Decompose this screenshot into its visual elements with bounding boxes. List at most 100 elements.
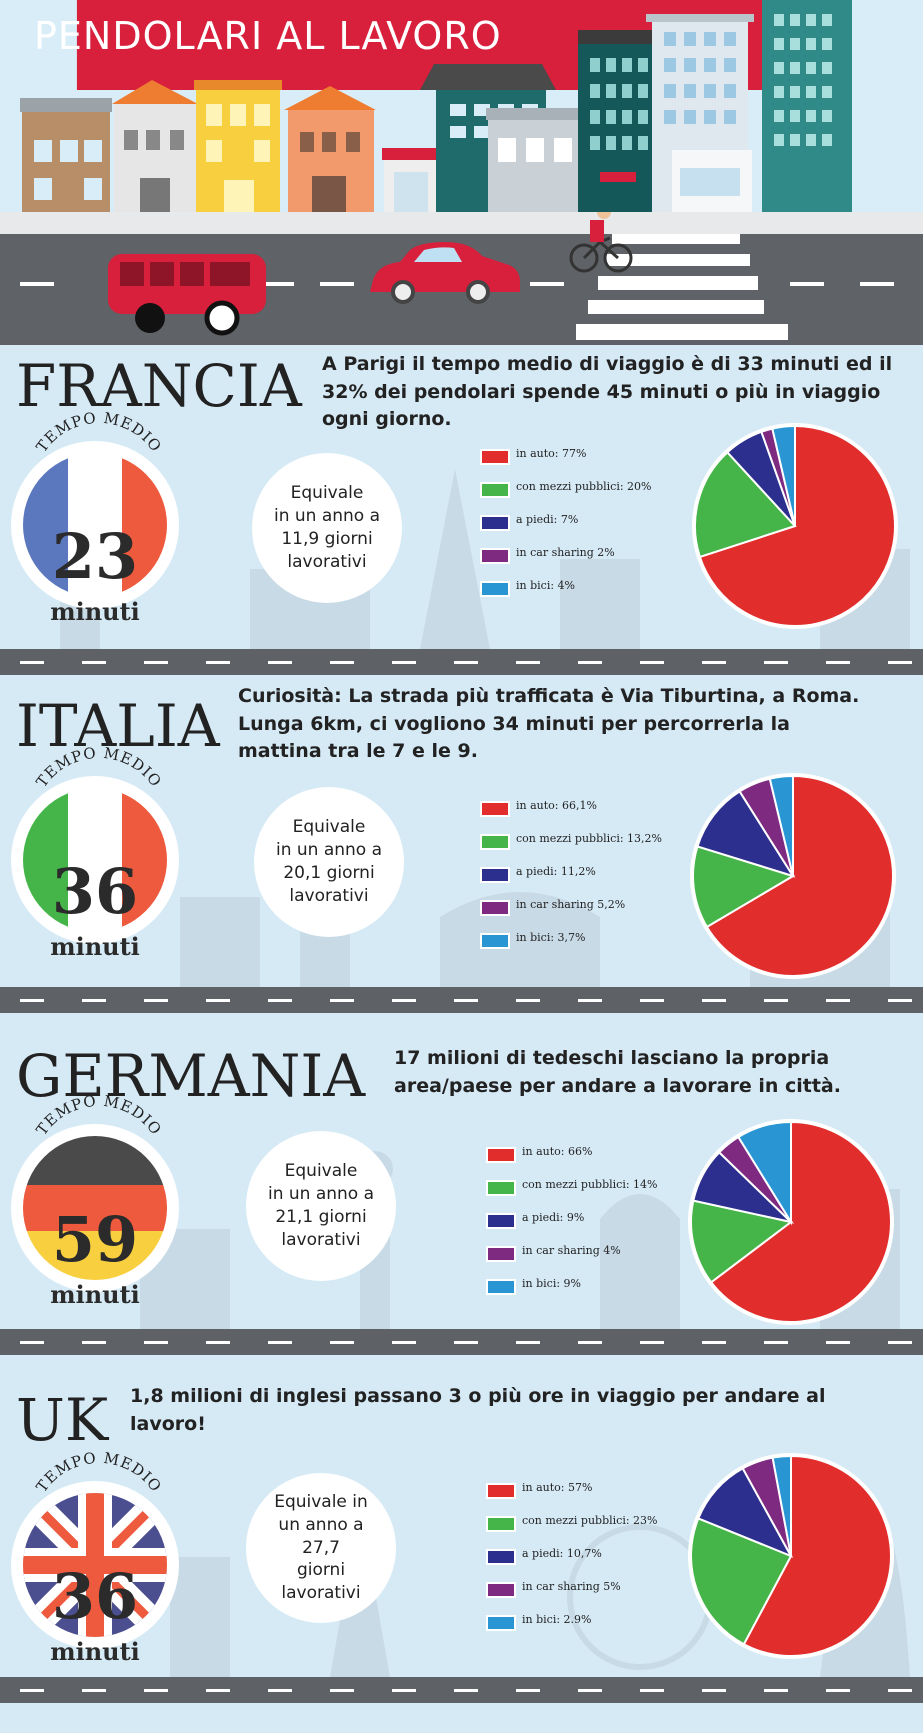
legend-label: in auto: 77%	[516, 447, 587, 460]
headline-line: mattina tra le 7 e le 9.	[238, 740, 478, 763]
section-italia: ITALIA Curiosità: La strada più traffica…	[0, 675, 923, 1015]
road-dash	[82, 1689, 106, 1692]
road-dash	[206, 1341, 230, 1344]
legend-item: in car sharing 4%	[486, 1242, 686, 1275]
city-buildings	[0, 0, 923, 215]
pie-chart	[690, 773, 896, 979]
road-dash	[20, 661, 44, 664]
road-dash	[702, 999, 726, 1002]
equiv-line: Equivale	[290, 483, 364, 504]
equiv-line: in un anno a	[275, 840, 383, 861]
tempo-value: 59	[51, 1203, 139, 1276]
pie-legend: in auto: 57% con mezzi pubblici: 23% a pie…	[486, 1479, 686, 1644]
legend-swatch	[480, 581, 510, 597]
legend-swatch	[480, 801, 510, 817]
tempo-medio-label: TEMPO MEDIO	[33, 1450, 165, 1496]
road-dash	[144, 661, 168, 664]
road-dash	[20, 1689, 44, 1692]
equiv-line: un anno a 27,7	[278, 1514, 364, 1558]
headline-line: Lunga 6km, ci vogliono 34 minuti per per…	[238, 712, 790, 735]
road-dash	[454, 661, 478, 664]
legend-label: in bici: 4%	[516, 579, 575, 592]
road-dash	[578, 1689, 602, 1692]
legend-label: in bici: 2.9%	[522, 1613, 592, 1626]
headline-line: 32% dei pendolari spende 45 minuti o più…	[322, 380, 881, 403]
legend-item: in auto: 77%	[480, 445, 680, 478]
road-dash	[764, 1689, 788, 1692]
legend-label: con mezzi pubblici: 23%	[522, 1514, 658, 1527]
pie-slice-bici	[771, 424, 796, 527]
road-dash	[82, 661, 106, 664]
section-germania: GERMANIA 17 milioni di tedeschi lasciano…	[0, 1015, 923, 1355]
legend-swatch	[480, 515, 510, 531]
road-divider	[0, 649, 923, 675]
pie-slice-auto	[709, 1120, 892, 1323]
legend-label: in car sharing 5%	[522, 1580, 621, 1593]
pie-legend: in auto: 66% con mezzi pubblici: 14% a pie…	[486, 1143, 686, 1308]
legend-swatch	[486, 1582, 516, 1598]
road-dash	[764, 1341, 788, 1344]
legend-item: a piedi: 7%	[480, 511, 680, 544]
legend-item: con mezzi pubblici: 20%	[480, 478, 680, 511]
road-dash	[206, 1689, 230, 1692]
pie-slice-mezzi	[692, 845, 796, 929]
legend-swatch	[486, 1615, 516, 1631]
legend-label: a piedi: 9%	[522, 1211, 585, 1224]
road-dash	[268, 1689, 292, 1692]
legend-label: con mezzi pubblici: 20%	[516, 480, 652, 493]
road-dash	[516, 1341, 540, 1344]
flag-badge	[10, 1123, 180, 1297]
cyclist-icon	[569, 236, 633, 273]
legend-item: con mezzi pubblici: 23%	[486, 1512, 686, 1545]
legend-swatch	[486, 1213, 516, 1229]
road-dash	[454, 1341, 478, 1344]
road-dash	[640, 661, 664, 664]
road-dash	[516, 1689, 540, 1692]
svg-text:TEMPO MEDIO: TEMPO MEDIO	[33, 410, 166, 456]
hero-illustration: PENDOLARI AL LAVORO	[0, 0, 923, 345]
legend-label: a piedi: 10,7%	[522, 1547, 602, 1560]
legend-swatch	[480, 834, 510, 850]
legend-label: in car sharing 4%	[522, 1244, 621, 1257]
equiv-line: lavorativi	[289, 885, 369, 906]
legend-label: con mezzi pubblici: 14%	[522, 1178, 658, 1191]
legend-item: a piedi: 9%	[486, 1209, 686, 1242]
equiv-line: in un anno a	[267, 1184, 375, 1205]
road-dash	[888, 999, 912, 1002]
street-scene	[0, 212, 923, 345]
car-icon	[370, 242, 520, 304]
road-dash	[268, 661, 292, 664]
legend-label: in bici: 9%	[522, 1277, 581, 1290]
road-dash	[82, 1341, 106, 1344]
legend-swatch	[486, 1180, 516, 1196]
pie-chart	[692, 423, 898, 629]
pie-slice-auto	[705, 774, 894, 977]
legend-item: in car sharing 2%	[480, 544, 680, 577]
legend-swatch	[480, 449, 510, 465]
country-name: GERMANIA	[16, 1042, 366, 1110]
pie-slice-piedi	[697, 1467, 794, 1558]
legend-label: a piedi: 11,2%	[516, 865, 596, 878]
road-dash	[454, 1689, 478, 1692]
road-dash	[454, 999, 478, 1002]
headline-line: Curiosità: La strada più trafficata è Vi…	[238, 685, 860, 707]
headline-line: 17 milioni di tedeschi lasciano la propr…	[394, 1047, 830, 1069]
legend-item: a piedi: 10,7%	[486, 1545, 686, 1578]
road-dash	[888, 1689, 912, 1692]
flag-badge	[10, 1480, 180, 1654]
pie-slice-mezzi	[690, 1199, 794, 1284]
headline: 1,8 milioni di inglesi passano 3 o più o…	[130, 1383, 825, 1438]
equivalence-circle: Equivale in un anno a 11,9 giorni lavorativ…	[252, 453, 402, 603]
flag-badge	[10, 775, 180, 949]
equivalence-circle: Equivale in un anno a 20,1 giorni lavorativ…	[254, 787, 404, 937]
legend-swatch	[480, 933, 510, 949]
bus-icon	[108, 254, 266, 336]
road-dash	[392, 1341, 416, 1344]
legend-swatch	[486, 1516, 516, 1532]
legend-label: a piedi: 7%	[516, 513, 579, 526]
road-dash	[516, 661, 540, 664]
road-dash	[144, 1341, 168, 1344]
legend-swatch	[486, 1549, 516, 1565]
equiv-line: 11,9 giorni	[281, 529, 373, 549]
minuti-label: minuti	[50, 597, 140, 626]
